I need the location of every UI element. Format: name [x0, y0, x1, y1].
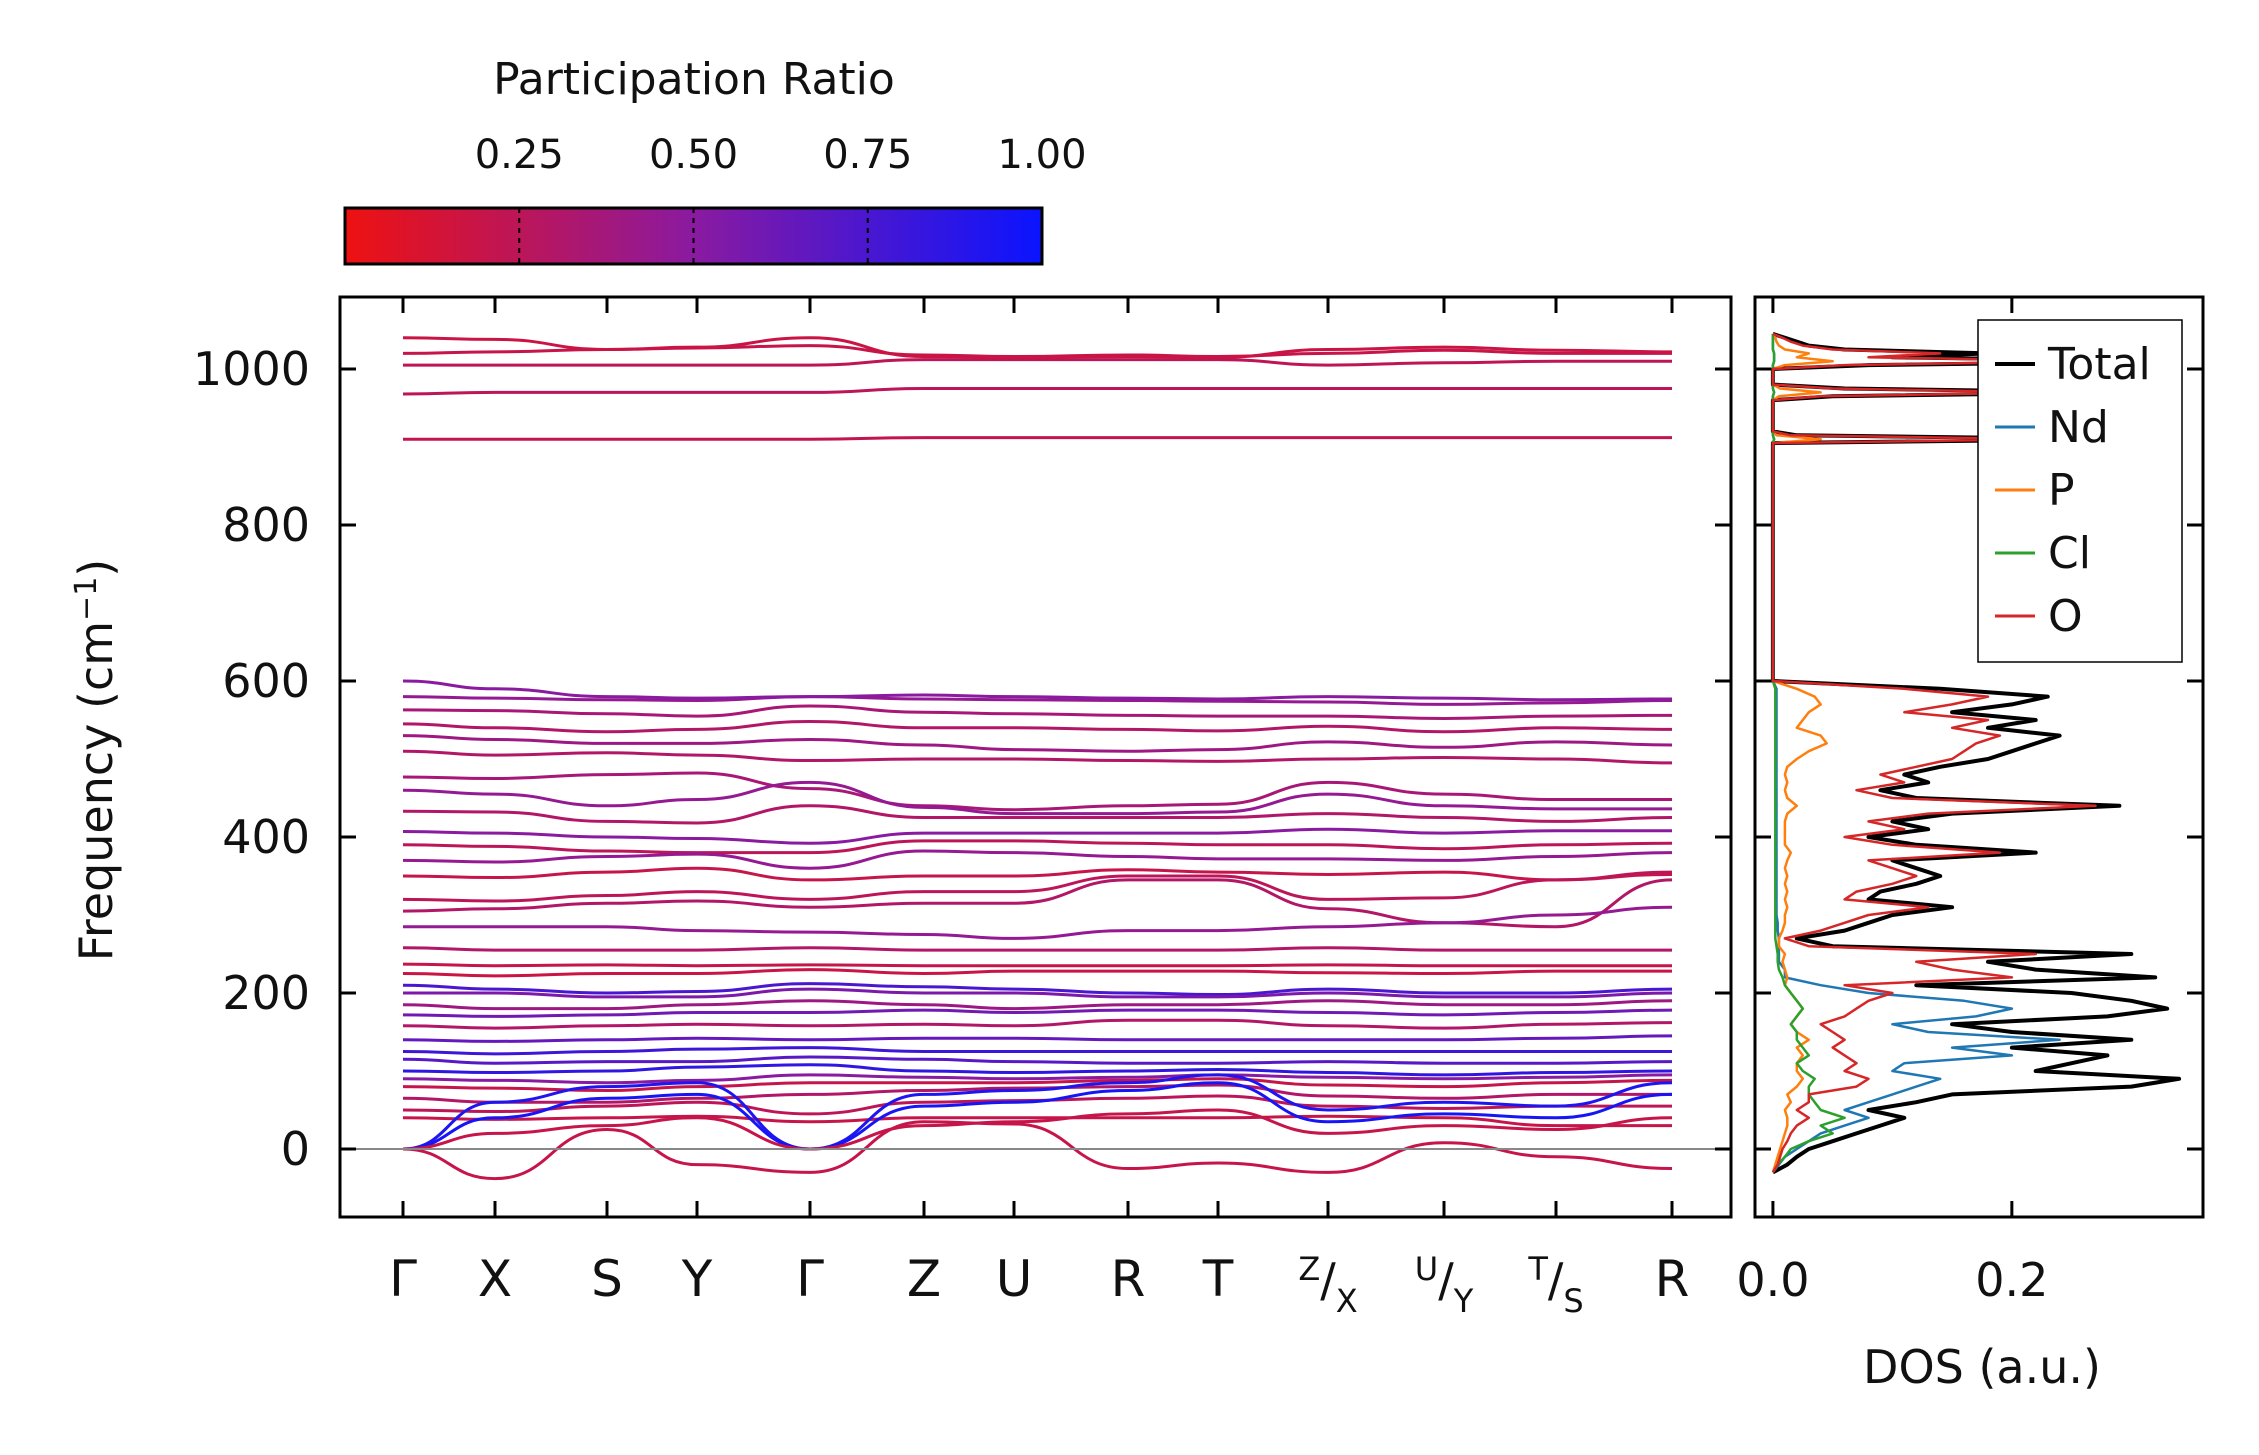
ylabel-main: Frequency (cm — [69, 621, 123, 961]
legend-label: P — [2048, 465, 2075, 516]
colorbar-gradient — [343, 206, 1044, 266]
phonon-band — [402, 734, 1673, 753]
colorbar-tick-label: 0.50 — [649, 132, 738, 178]
y-tick-label: 600 — [222, 654, 310, 708]
dos-y-ticks — [1755, 367, 2203, 1151]
kpoint-label: R — [1655, 1250, 1690, 1308]
phonon-band — [402, 866, 1673, 882]
colorbar-tick-label: 0.25 — [475, 132, 564, 178]
phonon-band — [402, 968, 1672, 978]
band-kpath-axis: Γ X S Y Γ Z U R T Z/XU/YT/S R — [389, 297, 1689, 1320]
phonon-band — [402, 1083, 1673, 1104]
phonon-band — [402, 720, 1673, 734]
ylabel-tail: ) — [69, 559, 123, 577]
phonon-band — [402, 982, 1673, 997]
kpoint-label: X — [478, 1250, 512, 1308]
kpoint-label: Γ — [389, 1250, 417, 1308]
y-tick-label: 1000 — [193, 342, 310, 396]
phonon-band — [402, 1114, 1672, 1128]
ylabel-sup: −1 — [69, 577, 104, 621]
phonon-band — [402, 771, 1672, 812]
phonon-band — [402, 1073, 1673, 1085]
phonon-band — [402, 1081, 1673, 1151]
kpoint-label: Z/X — [1298, 1250, 1357, 1320]
dos-axis-label: DOS (a.u.) — [1863, 1340, 2101, 1394]
kpoint-label: Γ — [796, 1250, 824, 1308]
y-tick-label: 0 — [281, 1122, 310, 1176]
phonon-band — [402, 946, 1672, 952]
phonon-band — [402, 1008, 1673, 1018]
dos-x-tick-label: 0.0 — [1736, 1253, 1809, 1307]
phonon-band — [402, 749, 1673, 765]
legend-label: Nd — [2048, 402, 2109, 453]
frequency-axis-label: Frequency (cm−1) — [69, 559, 123, 962]
phonon-band — [402, 999, 1673, 1011]
phonon-band — [403, 905, 1673, 940]
phonon-band — [402, 1108, 1673, 1151]
phonon-band — [402, 849, 1673, 870]
phonon-band — [402, 870, 1673, 903]
participation-ratio-colorbar: Participation Ratio 0.25 0.50 0.75 1.00 — [343, 54, 1087, 266]
phonon-band — [402, 336, 1673, 359]
legend-label: O — [2048, 591, 2083, 642]
kpoint-label: U/Y — [1415, 1250, 1474, 1320]
band-lines — [402, 336, 1673, 1181]
phonon-band — [402, 1077, 1673, 1093]
phonon-band — [402, 780, 1673, 816]
dos-lines — [1770, 331, 2182, 1175]
kpoint-label: Y — [681, 1250, 713, 1308]
phonon-band — [402, 827, 1672, 845]
legend-label: Total — [2047, 339, 2151, 390]
kpoint-label: T/S — [1527, 1250, 1583, 1320]
kpoint-label: Z — [907, 1250, 941, 1308]
phonon-band — [402, 1046, 1672, 1056]
phonon-band — [402, 1034, 1673, 1043]
phonon-band — [402, 962, 1672, 968]
y-tick-label: 400 — [222, 810, 310, 864]
dos-x-axis: 0.0 0.2 — [1736, 297, 2048, 1307]
phonon-band — [402, 987, 1673, 999]
colorbar-label: Participation Ratio — [493, 54, 895, 105]
phonon-band — [402, 695, 1673, 706]
kpoint-label: R — [1111, 1250, 1146, 1308]
legend-label: Cl — [2048, 528, 2091, 579]
dos-x-tick-label: 0.2 — [1975, 1253, 2048, 1307]
band-axes-frame — [338, 295, 1733, 1219]
dos-panel: 0.0 0.2 DOS (a.u.) Total Nd P Cl O — [1736, 295, 2205, 1394]
phonon-band — [402, 1063, 1673, 1077]
phonon-band — [402, 1055, 1673, 1065]
dos-legend: Total Nd P Cl O — [1977, 319, 2183, 663]
phonon-band — [402, 839, 1673, 855]
phonon-band — [402, 1120, 1673, 1181]
phonon-band — [402, 358, 1672, 367]
phonon-band — [402, 804, 1673, 825]
colorbar-ticks: 0.25 0.50 0.75 1.00 — [475, 132, 1087, 264]
colorbar-tick-label: 1.00 — [997, 132, 1086, 178]
phonon-band — [402, 386, 1672, 396]
phonon-band — [403, 436, 1672, 441]
y-tick-label: 200 — [222, 966, 310, 1020]
colorbar-tick-label: 0.75 — [823, 132, 912, 178]
dos-axes-frame — [1753, 295, 2205, 1219]
phonon-band — [402, 1018, 1673, 1030]
band-y-axis: 0 200 400 600 800 1000 — [193, 342, 1731, 1176]
kpoint-label: S — [591, 1250, 623, 1308]
kpoint-label: T — [1202, 1250, 1234, 1308]
phonon-band — [402, 1094, 1672, 1116]
y-tick-label: 800 — [222, 498, 310, 552]
dos-curve-o — [1771, 332, 2097, 1174]
kpoint-label: U — [996, 1250, 1033, 1308]
phonon-band — [402, 704, 1673, 720]
phonon-band — [402, 679, 1673, 702]
phonon-band — [402, 1073, 1673, 1151]
